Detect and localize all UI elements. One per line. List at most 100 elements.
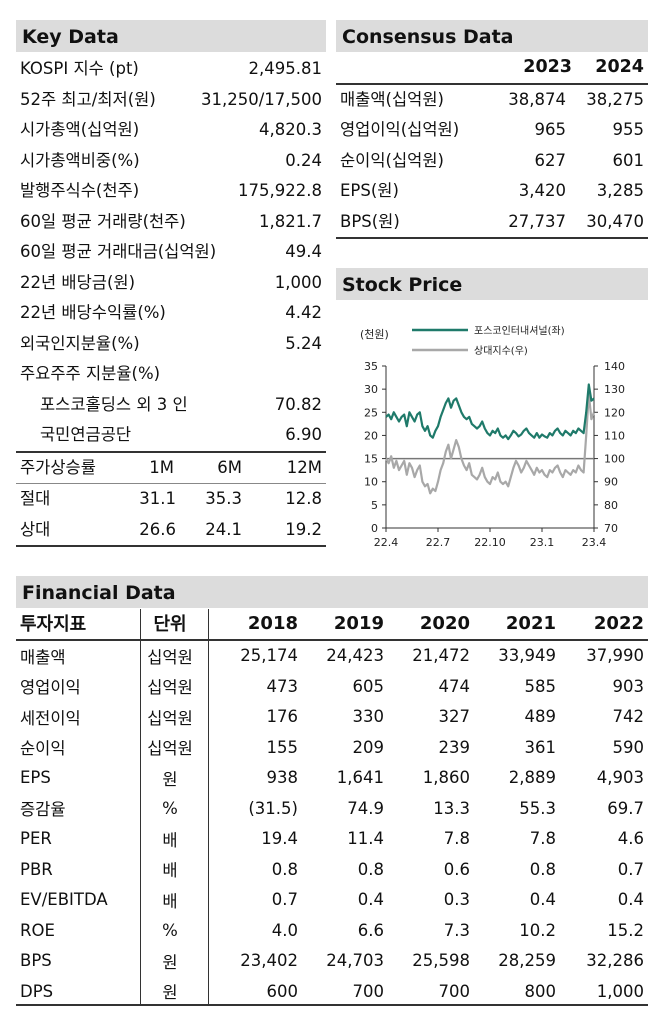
financial-label: DPS bbox=[20, 981, 54, 1001]
key-data-value: 49.4 bbox=[285, 242, 322, 261]
financial-label: EV/EBITDA bbox=[20, 890, 108, 910]
key-data-value: 31,250/17,500 bbox=[200, 89, 322, 109]
returns-label: 절대 bbox=[20, 489, 51, 508]
financial-value: 330 bbox=[352, 707, 385, 727]
key-data-label: 22년 배당금(원) bbox=[20, 272, 136, 292]
financial-value: 605 bbox=[352, 676, 385, 696]
financial-value: 32,286 bbox=[586, 951, 644, 971]
financial-value: 7.8 bbox=[529, 829, 556, 849]
financial-value: 0.4 bbox=[617, 890, 644, 910]
financial-value: 2,889 bbox=[508, 768, 556, 788]
x-tick-label: 23.1 bbox=[530, 536, 555, 549]
legend-price-label: 포스코인터내셔널(좌) bbox=[474, 325, 565, 337]
financial-value: 33,949 bbox=[498, 646, 556, 666]
key-data-row: 시가총액(십억원) 4,820.3 bbox=[16, 115, 326, 146]
key-data-row: 국민연금공단 6.90 bbox=[16, 420, 326, 451]
divider bbox=[16, 1004, 648, 1006]
financial-value: 24,703 bbox=[326, 951, 384, 971]
financial-value: 6.6 bbox=[357, 920, 384, 940]
key-data-row: 22년 배당금(원) 1,000 bbox=[16, 268, 326, 299]
financial-value: 11.4 bbox=[347, 829, 384, 849]
col-header-year: 2022 bbox=[593, 612, 644, 634]
returns-row: 절대 31.1 35.3 12.8 bbox=[16, 484, 326, 515]
col-header-year: 2019 bbox=[333, 612, 384, 634]
financial-value: 176 bbox=[266, 707, 299, 727]
left-tick-label: 35 bbox=[364, 360, 378, 373]
consensus-row: EPS(원) 3,420 3,285 bbox=[336, 176, 648, 207]
financial-value: 0.4 bbox=[357, 890, 384, 910]
right-tick-label: 70 bbox=[604, 522, 618, 535]
key-data-row: 60일 평균 거래량(천주) 1,821.7 bbox=[16, 207, 326, 238]
right-tick-label: 110 bbox=[604, 429, 625, 442]
financial-value: 0.8 bbox=[357, 859, 384, 879]
returns-value: 31.1 bbox=[139, 489, 176, 508]
financial-value: 209 bbox=[352, 737, 385, 757]
key-data-value: 1,000 bbox=[274, 272, 322, 292]
consensus-value: 3,285 bbox=[596, 181, 644, 200]
financial-unit: % bbox=[162, 920, 178, 940]
key-data-value: 2,495.81 bbox=[248, 59, 322, 78]
key-data-value: 4,820.3 bbox=[259, 120, 322, 139]
col-header-year: 2020 bbox=[419, 612, 470, 634]
returns-table: 주가상승률 1M 6M 12M 절대 31.1 35.3 12.8 상대 26.… bbox=[16, 453, 326, 546]
financial-value: 489 bbox=[524, 707, 557, 727]
financial-unit: % bbox=[162, 798, 178, 818]
key-data-row: 포스코홀딩스 외 3 인 70.82 bbox=[16, 390, 326, 421]
left-tick-label: 10 bbox=[364, 476, 378, 489]
financial-value: 25,598 bbox=[412, 951, 470, 971]
consensus-row: 매출액(십억원) 38,874 38,275 bbox=[336, 85, 648, 116]
right-tick-label: 120 bbox=[604, 406, 625, 419]
financial-value: 0.3 bbox=[443, 890, 470, 910]
financial-value: 7.8 bbox=[443, 829, 470, 849]
returns-row: 상대 26.6 24.1 19.2 bbox=[16, 515, 326, 546]
financial-value: 700 bbox=[352, 981, 385, 1001]
key-data-label: 주요주주 지분율(%) bbox=[20, 364, 161, 383]
financial-panel: Financial Data 투자지표 단위 2018 2019 2020 20… bbox=[16, 576, 648, 1007]
left-tick-label: 20 bbox=[364, 429, 378, 442]
financial-value: 0.6 bbox=[443, 859, 470, 879]
x-tick-label: 22.10 bbox=[474, 536, 506, 549]
key-data-label: 외국인지분율(%) bbox=[20, 333, 140, 353]
financial-row: EPS 원 938 1,641 1,860 2,889 4,903 bbox=[16, 763, 648, 794]
financial-value: 7.3 bbox=[443, 920, 470, 940]
financial-value: 1,860 bbox=[422, 768, 470, 788]
consensus-title: Consensus Data bbox=[336, 20, 648, 52]
key-data-label: 시가총액비중(%) bbox=[20, 150, 140, 170]
financial-value: 0.7 bbox=[271, 890, 298, 910]
financial-label: 순이익 bbox=[20, 739, 66, 759]
financial-value: 0.8 bbox=[271, 859, 298, 879]
financial-row: 영업이익 십억원 473 605 474 585 903 bbox=[16, 671, 648, 702]
divider bbox=[336, 82, 648, 85]
financial-label: 영업이익 bbox=[20, 678, 81, 698]
consensus-year: 2023 bbox=[523, 57, 572, 77]
returns-value: 12.8 bbox=[285, 489, 322, 508]
financial-value: 1,000 bbox=[596, 981, 644, 1001]
financial-body: 매출액 십억원 25,174 24,423 21,472 33,949 37,990 영업이익… bbox=[16, 640, 648, 1007]
financial-value: 742 bbox=[612, 707, 645, 727]
key-data-value: 1,821.7 bbox=[259, 211, 322, 231]
stock-price-title: Stock Price bbox=[336, 268, 648, 300]
right-tick-label: 100 bbox=[604, 453, 625, 466]
financial-value: (31.5) bbox=[248, 798, 298, 818]
key-data-label: 국민연금공단 bbox=[40, 425, 132, 444]
chart-unit-label: (천원) bbox=[360, 327, 389, 341]
key-data-value: 4.42 bbox=[285, 303, 322, 322]
returns-header-1m: 1M bbox=[149, 457, 174, 477]
consensus-label: BPS(원) bbox=[340, 211, 400, 231]
right-tick-label: 130 bbox=[604, 383, 625, 396]
financial-value: 155 bbox=[266, 737, 299, 757]
financial-label: ROE bbox=[20, 920, 55, 940]
key-data-value: 0.24 bbox=[285, 150, 322, 170]
key-data-label: 시가총액(십억원) bbox=[20, 120, 140, 139]
financial-row: EV/EBITDA 배 0.7 0.4 0.3 0.4 0.4 bbox=[16, 885, 648, 916]
financial-value: 74.9 bbox=[347, 798, 384, 818]
key-data-label: 52주 최고/최저(원) bbox=[20, 89, 156, 109]
key-data-label: 22년 배당수익률(%) bbox=[20, 303, 166, 322]
divider bbox=[16, 545, 326, 547]
left-tick-label: 0 bbox=[371, 522, 378, 535]
key-data-label: 60일 평균 거래대금(십억원) bbox=[20, 242, 217, 261]
financial-unit: 십억원 bbox=[147, 678, 193, 698]
financial-value: 4.0 bbox=[271, 920, 298, 940]
consensus-value: 627 bbox=[534, 150, 567, 170]
financial-row: 매출액 십억원 25,174 24,423 21,472 33,949 37,990 bbox=[16, 640, 648, 672]
